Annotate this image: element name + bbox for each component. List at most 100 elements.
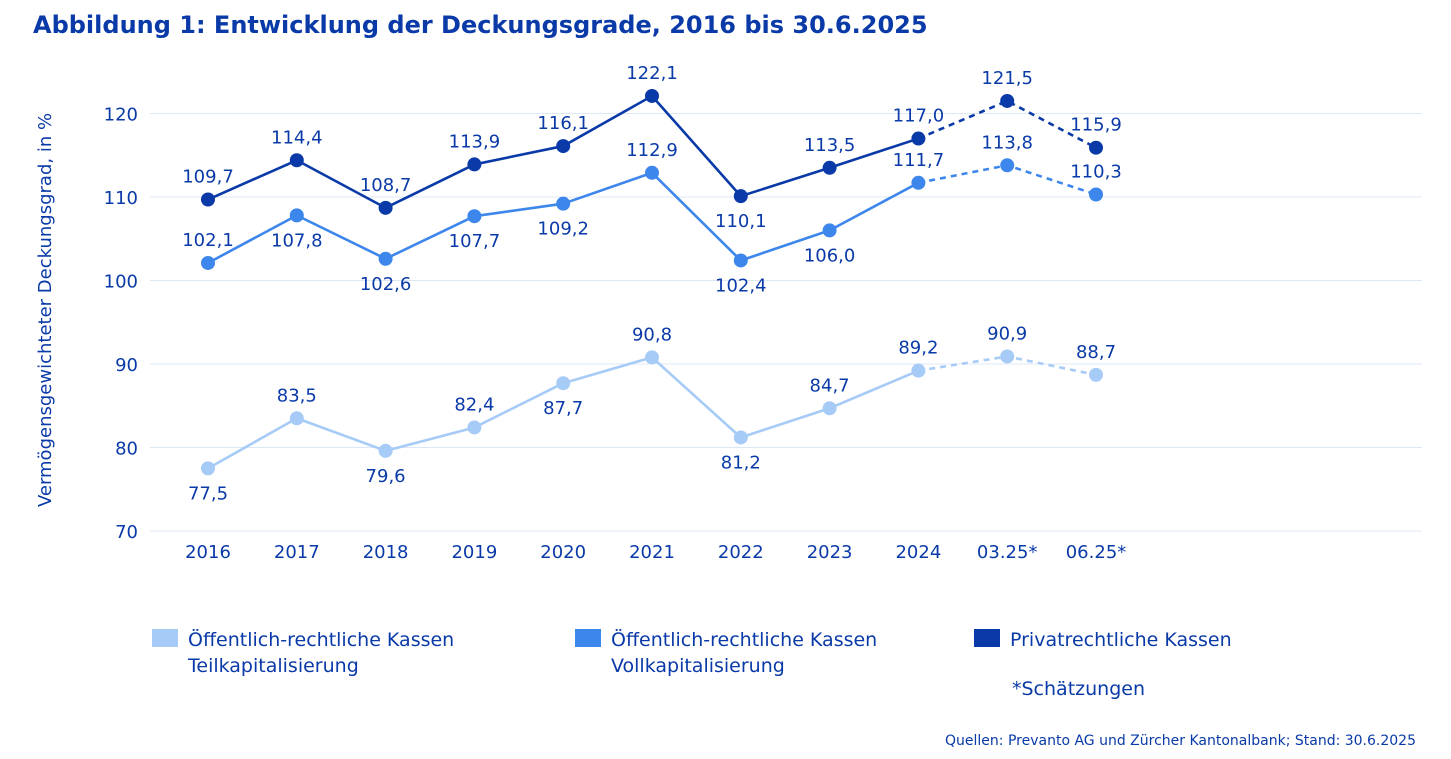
y-tick-label: 110: [104, 188, 138, 209]
data-point: [201, 255, 215, 270]
data-label: 87,7: [543, 398, 583, 419]
data-point: [201, 192, 215, 207]
data-label: 106,0: [804, 245, 856, 266]
legend-swatch: [152, 629, 178, 647]
data-label: 84,7: [810, 375, 850, 396]
data-point: [289, 411, 304, 426]
data-point: [556, 139, 571, 154]
data-label: 108,7: [360, 175, 412, 196]
data-point: [378, 251, 393, 266]
data-point: [1089, 187, 1103, 202]
data-label: 113,5: [804, 135, 856, 156]
data-label: 116,1: [537, 113, 589, 134]
x-tick-label: 2016: [185, 542, 231, 563]
data-point: [467, 157, 482, 172]
x-tick-label: 2024: [895, 542, 941, 563]
data-label: 113,8: [981, 132, 1033, 153]
legend-swatch: [974, 629, 1000, 647]
data-point: [645, 88, 659, 103]
y-tick-label: 80: [115, 439, 138, 460]
x-tick-label: 06.25*: [1066, 542, 1127, 563]
data-point: [1089, 140, 1103, 155]
data-point: [289, 153, 304, 168]
data-label: 109,7: [182, 167, 234, 188]
data-label: 82,4: [454, 394, 494, 415]
data-label: 90,9: [987, 323, 1027, 344]
y-tick-label: 120: [104, 105, 138, 126]
x-tick-label: 2019: [451, 542, 497, 563]
data-label: 102,6: [360, 274, 412, 295]
x-tick-label: 2017: [274, 542, 320, 563]
data-label: 107,7: [449, 231, 501, 252]
data-label: 89,2: [898, 338, 938, 359]
data-point: [911, 363, 926, 378]
x-tick-label: 2023: [807, 542, 853, 563]
data-point: [822, 223, 837, 238]
data-label: 110,3: [1070, 161, 1122, 182]
data-label: 115,9: [1070, 115, 1122, 136]
data-label: 107,8: [271, 230, 323, 251]
legend-label: Öffentlich-rechtliche Kassen Vollkapital…: [611, 629, 878, 677]
data-label: 77,5: [188, 483, 228, 504]
y-tick-label: 90: [115, 355, 138, 376]
data-label: 111,7: [893, 150, 945, 171]
data-point: [201, 461, 215, 476]
data-point: [1089, 367, 1103, 382]
data-point: [645, 350, 659, 365]
data-point: [733, 253, 748, 268]
data-label: 81,2: [721, 452, 761, 473]
data-label: 110,1: [715, 211, 767, 232]
data-label: 112,9: [626, 140, 678, 161]
x-tick-label: 03.25*: [977, 542, 1038, 563]
data-label: 88,7: [1076, 342, 1116, 363]
source-note: Quellen: Prevanto AG und Zürcher Kantona…: [945, 733, 1416, 749]
x-tick-label: 2022: [718, 542, 764, 563]
data-label: 102,1: [182, 230, 234, 251]
legend-item-vollkapitalisierung: Öffentlich-rechtliche Kassen Vollkapital…: [575, 627, 877, 679]
data-point: [733, 430, 748, 445]
data-label: 121,5: [981, 68, 1033, 89]
legend-label: Öffentlich-rechtliche Kassen Teilkapital…: [188, 629, 455, 677]
data-point: [556, 196, 571, 211]
data-point: [733, 189, 748, 204]
data-point: [1000, 93, 1015, 108]
data-point: [645, 165, 659, 180]
legend-swatch: [575, 629, 601, 647]
x-tick-label: 2021: [629, 542, 675, 563]
data-label: 114,4: [271, 127, 323, 148]
x-tick-labels: 2016 2017 2018 2019 2020 2021 2022 2023 2024 03.2…: [185, 542, 1126, 563]
legend-item-privatrechtlich: Privatrechtliche Kassen: [974, 627, 1232, 653]
series-group: 77,5 83,5 79,6 82,4 87,7 90,8 81,2 84,7 89,2 90,9…: [182, 63, 1122, 504]
grid-lines: [150, 113, 1422, 532]
legend-item-teilkapitalisierung: Öffentlich-rechtliche Kassen Teilkapital…: [152, 627, 454, 679]
series-0: 77,5 83,5 79,6 82,4 87,7 90,8 81,2 84,7 89,2 90,9…: [188, 323, 1116, 504]
data-point: [911, 175, 926, 190]
data-label: 90,8: [632, 324, 672, 345]
legend-label: Privatrechtliche Kassen: [1010, 629, 1232, 651]
data-point: [289, 208, 304, 223]
data-point: [822, 401, 837, 416]
data-point: [1000, 158, 1015, 173]
data-label: 83,5: [277, 385, 317, 406]
footnote: *Schätzungen: [1012, 678, 1145, 700]
series-2: 109,7 114,4 108,7 113,9 116,1 122,1 110,1 113,5…: [182, 63, 1122, 232]
y-tick-labels: 70 80 90 100 110 120: [104, 105, 138, 544]
chart-title: Abbildung 1: Entwicklung der Deckungsgra…: [33, 11, 928, 39]
data-point: [556, 376, 571, 391]
series-1: 102,1 107,8 102,6 107,7 109,2 112,9 102,4 106,0…: [182, 132, 1122, 296]
data-point: [378, 200, 393, 215]
data-label: 102,4: [715, 275, 767, 296]
data-point: [467, 420, 482, 435]
x-tick-label: 2020: [540, 542, 586, 563]
data-point: [467, 209, 482, 224]
line-chart: 70 80 90 100 110 120 2016 2017 2018 2019 2020 2021…: [35, 63, 1422, 563]
data-label: 109,2: [537, 219, 589, 240]
data-point: [378, 443, 393, 458]
data-point: [822, 160, 837, 175]
data-label: 117,0: [893, 106, 945, 127]
data-label: 79,6: [366, 466, 406, 487]
data-label: 113,9: [449, 131, 501, 152]
data-point: [1000, 349, 1015, 364]
y-axis-label: Vermögensgewichteter Deckungsgrad, in %: [35, 113, 56, 507]
y-tick-label: 70: [115, 522, 138, 543]
